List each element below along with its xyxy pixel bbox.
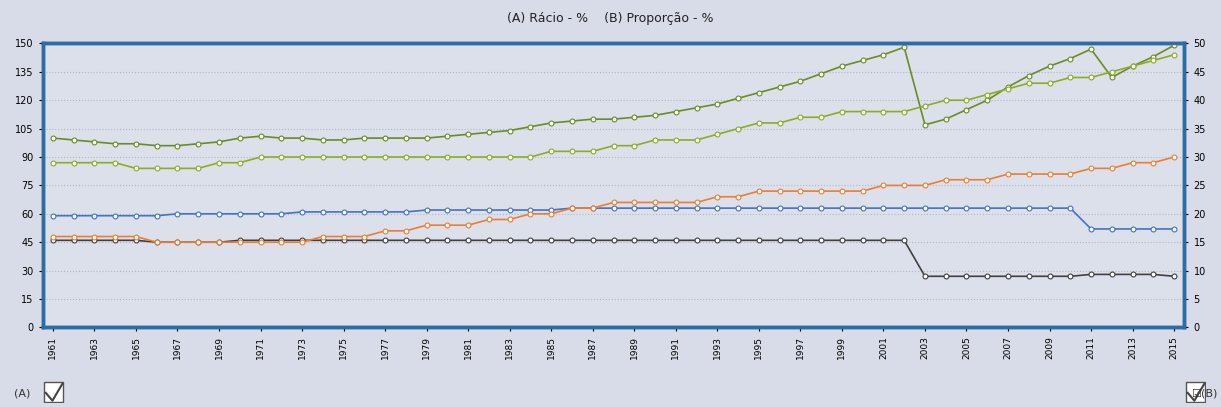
Text: (A): (A) <box>13 389 31 399</box>
Text: ☑(B): ☑(B) <box>1190 389 1217 399</box>
Text: (A) Rácio - %    (B) Proporção - %: (A) Rácio - % (B) Proporção - % <box>507 12 714 25</box>
FancyBboxPatch shape <box>1186 382 1205 402</box>
FancyBboxPatch shape <box>44 382 63 402</box>
